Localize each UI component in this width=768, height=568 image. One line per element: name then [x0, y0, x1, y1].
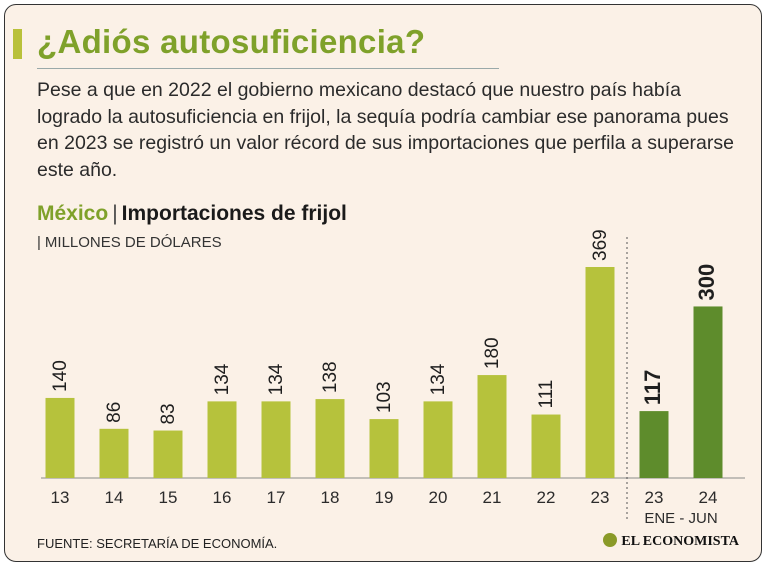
data-label-24-partial: 300: [694, 264, 719, 301]
tick-label-22: 22: [537, 488, 556, 507]
brand-mark-icon: [603, 533, 618, 547]
tick-label-16: 16: [213, 488, 232, 507]
data-label-13: 140: [50, 360, 71, 392]
bar-15: [153, 430, 183, 478]
tick-label-23-partial: 23: [645, 488, 664, 507]
title-accent-bar: [13, 29, 22, 59]
tick-label-13: 13: [51, 488, 70, 507]
intro-paragraph: Pese a que en 2022 el gobierno mexicano …: [37, 79, 734, 181]
headline: ¿Adiós autosuficiencia?: [37, 23, 426, 60]
data-label-16: 134: [212, 363, 233, 395]
headline-divider: [37, 68, 499, 69]
data-label-14: 86: [104, 402, 125, 423]
tick-label-18: 18: [321, 488, 340, 507]
brand-name: EL ECONOMISTA: [621, 534, 739, 549]
data-label-15: 83: [158, 403, 179, 424]
units-marker: |: [37, 234, 41, 251]
data-label-18: 138: [320, 361, 341, 393]
source-note: FUENTE: SECRETARÍA DE ECONOMÍA.: [37, 536, 278, 551]
data-label-22: 111: [536, 380, 557, 409]
data-label-21: 180: [482, 337, 503, 369]
bar-17: [261, 401, 291, 478]
infographic-card: ¿Adiós autosuficiencia? Pese a que en 20…: [4, 4, 762, 562]
bar-23: [585, 267, 615, 478]
units-label: MILLONES DE DÓLARES: [44, 234, 222, 251]
data-label-23: 369: [590, 229, 611, 261]
bar-19: [369, 419, 399, 478]
bar-16: [207, 401, 237, 478]
data-label-19: 103: [374, 381, 395, 413]
data-label-20: 134: [428, 363, 449, 395]
tick-label-15: 15: [159, 488, 178, 507]
tick-label-17: 17: [267, 488, 286, 507]
chart-heading-separator: |: [112, 202, 118, 225]
tick-label-23: 23: [591, 488, 610, 507]
data-label-17: 134: [266, 363, 287, 395]
data-label-23-partial: 117: [640, 370, 665, 406]
tick-label-19: 19: [375, 488, 394, 507]
tick-label-14: 14: [105, 488, 124, 507]
tick-label-24-partial: 24: [699, 488, 718, 507]
period-label: ENE - JUN: [644, 510, 717, 527]
bar-20: [423, 401, 453, 478]
brand-logo: EL ECONOMISTA: [603, 533, 739, 550]
tick-label-21: 21: [483, 488, 502, 507]
chart-units: | MILLONES DE DÓLARES: [37, 234, 222, 251]
bar-24-partial: [693, 306, 723, 478]
bar-23-partial: [639, 411, 669, 478]
bar-chart: 140 13 86 14 83 15 134 16 134 17 138 18 103 19 134 20 18…: [41, 229, 745, 527]
bar-21: [477, 375, 507, 478]
tick-label-20: 20: [429, 488, 448, 507]
bar-18: [315, 399, 345, 478]
bar-22: [531, 414, 561, 478]
bar-13: [45, 397, 75, 478]
bar-14: [99, 428, 129, 478]
chart-title: Importaciones de frijol: [121, 202, 347, 225]
chart-country: México: [37, 202, 109, 225]
chart-heading: México | Importaciones de frijol: [37, 202, 347, 226]
